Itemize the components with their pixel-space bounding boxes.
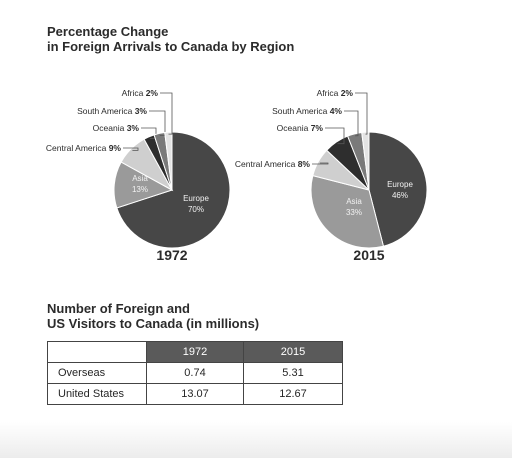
table-header-1972: 1972 [146, 341, 244, 363]
row-label-united-states: United States [47, 383, 147, 405]
chart-title-line-1: Percentage Change [47, 24, 169, 39]
pie-charts: Europe 70% Asia 13% Central America 9% Oceani… [46, 88, 428, 263]
pie-2015-slice-europe [368, 131, 428, 247]
cell-overseas-1972: 0.74 [146, 362, 244, 384]
pie-1972-value-europe: 70% [188, 205, 204, 214]
pie-year-label-1972: 1972 [156, 247, 187, 263]
pie-1972-value-asia: 13% [132, 185, 148, 194]
pie-1972-leader-africa [160, 92, 173, 135]
table-header-row: 1972 2015 [47, 341, 343, 363]
pie-2015-value-europe: 46% [392, 191, 408, 200]
cell-overseas-2015: 5.31 [243, 362, 343, 384]
pie-2015-callout-africa: Africa 2% [317, 88, 354, 98]
table-title-line-1: Number of Foreign and [47, 301, 190, 316]
pie-2015-slice-asia [310, 174, 385, 249]
pie-1972-leader-oceania [141, 127, 157, 140]
pie-1972-label-europe: Europe [183, 194, 209, 203]
table-title-line-2: US Visitors to Canada (in millions) [47, 316, 260, 331]
visitors-table: 1972 2015 Overseas 0.74 5.31 United Stat… [47, 341, 343, 405]
page-bottom-shadow [0, 422, 512, 458]
pie-2015-callout-central-america: Central America 8% [235, 159, 311, 169]
pie-2015-leader-africa [355, 92, 368, 135]
row-label-overseas: Overseas [47, 362, 147, 384]
pie-year-label-2015: 2015 [353, 247, 384, 263]
pie-2015-label-asia: Asia [346, 197, 362, 206]
cell-us-1972: 13.07 [146, 383, 244, 405]
pie-1972-leader-central-america [123, 147, 139, 151]
pie-2015-leader-central-america [312, 162, 329, 165]
pie-2015-label-europe: Europe [387, 180, 413, 189]
pie-1972-callout-central-america: Central America 9% [46, 143, 122, 153]
pie-1972-callout-africa: Africa 2% [122, 88, 159, 98]
pie-1972-slice-europe [116, 131, 231, 249]
pie-1972-callout-oceania: Oceania 3% [93, 123, 140, 133]
pie-1972-callout-south-america: South America 3% [77, 106, 147, 116]
pie-2015-value-asia: 33% [346, 208, 362, 217]
pie-2015-leader-south-america [344, 110, 359, 137]
pie-2015-callout-south-america: South America 4% [272, 106, 342, 116]
cell-us-2015: 12.67 [243, 383, 343, 405]
table-header-2015: 2015 [243, 341, 343, 363]
pie-2015-slice-africa [361, 131, 370, 191]
pie-1972-label-asia: Asia [132, 174, 148, 183]
pie-2015-callout-oceania: Oceania 7% [277, 123, 324, 133]
table-row: United States 13.07 12.67 [47, 383, 343, 405]
pie-1972-leader-south-america [149, 110, 166, 136]
chart-title-line-2: in Foreign Arrivals to Canada by Region [47, 39, 295, 54]
table-header-corner [47, 341, 147, 363]
pie-2015-leader-oceania [325, 127, 345, 145]
table-row: Overseas 0.74 5.31 [47, 362, 343, 384]
